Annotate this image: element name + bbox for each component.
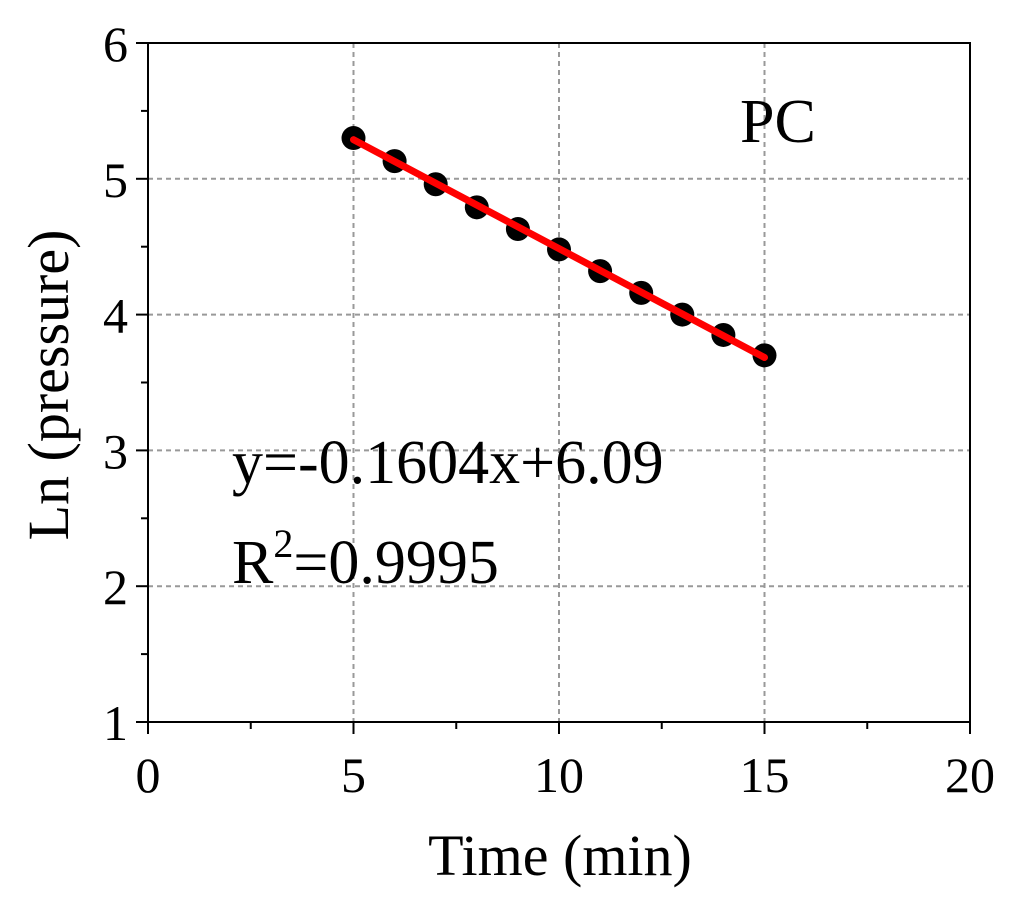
y-tick-label: 5	[103, 152, 128, 208]
x-tick-label: 10	[534, 747, 584, 803]
y-tick-label: 3	[103, 423, 128, 479]
fit-line	[350, 136, 768, 362]
x-axis-title: Time (min)	[428, 823, 692, 888]
r-squared-label: R2=0.9995	[232, 521, 499, 597]
tick-labels-layer: 0 5 10 15 20 1 2 3 4 5 6	[103, 16, 995, 803]
x-tick-label: 0	[136, 747, 161, 803]
r-squared-prefix: R	[232, 529, 274, 597]
y-tick-label: 6	[103, 16, 128, 72]
x-tick-label: 20	[945, 747, 995, 803]
x-tick-label: 15	[740, 747, 790, 803]
grid-layer	[148, 43, 970, 722]
r-squared-superscript: 2	[273, 521, 293, 566]
r-squared-value: =0.9995	[293, 529, 498, 597]
y-axis-title: Ln (pressure)	[16, 230, 81, 541]
y-tick-label: 2	[103, 559, 128, 615]
sample-label: PC	[740, 88, 816, 156]
x-tick-label: 5	[341, 747, 366, 803]
y-tick-label: 4	[103, 288, 128, 344]
y-tick-label: 1	[103, 695, 128, 751]
ticks-layer	[136, 42, 971, 734]
equation-label: y=-0.1604x+6.09	[232, 429, 664, 497]
